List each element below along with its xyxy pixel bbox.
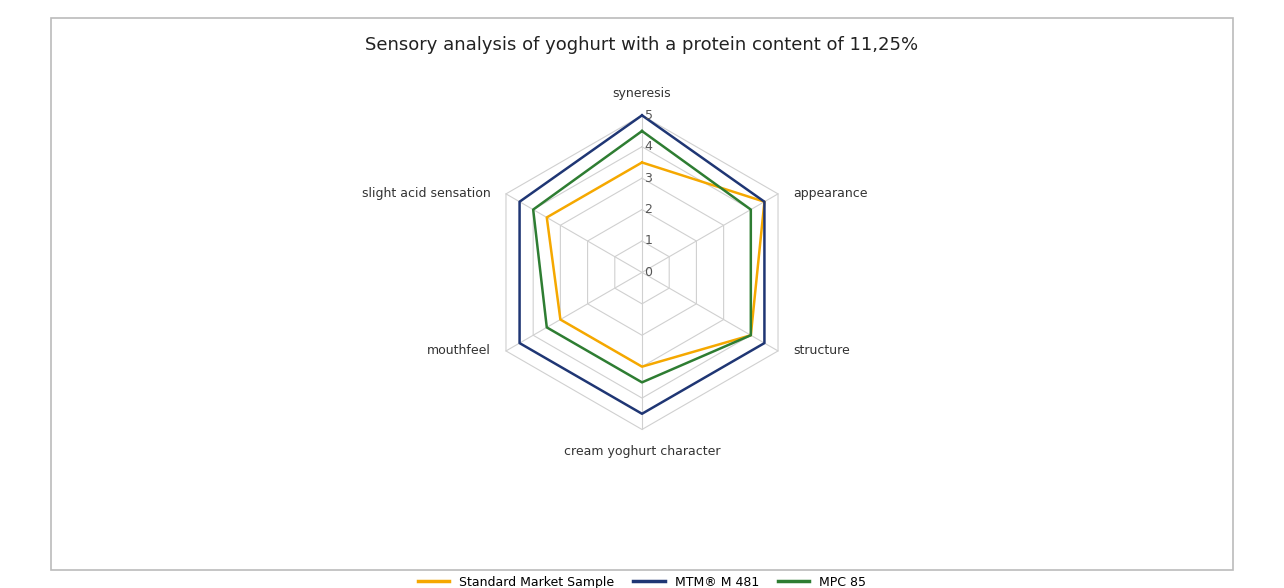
- Text: 1: 1: [645, 235, 652, 248]
- Text: 2: 2: [645, 203, 652, 216]
- Text: 5: 5: [645, 109, 652, 122]
- Text: syneresis: syneresis: [612, 86, 672, 99]
- Text: 4: 4: [645, 141, 652, 153]
- Text: structure: structure: [794, 345, 850, 358]
- Text: 0: 0: [645, 266, 652, 279]
- Text: mouthfeel: mouthfeel: [426, 345, 490, 358]
- Text: cream yoghurt character: cream yoghurt character: [564, 445, 720, 458]
- Text: appearance: appearance: [794, 188, 868, 201]
- Text: slight acid sensation: slight acid sensation: [362, 188, 490, 201]
- Text: 3: 3: [645, 172, 652, 185]
- FancyBboxPatch shape: [51, 18, 1233, 570]
- Legend: Standard Market Sample, MTM® M 481, MPC 85: Standard Market Sample, MTM® M 481, MPC …: [413, 571, 871, 588]
- Text: Sensory analysis of yoghurt with a protein content of 11,25%: Sensory analysis of yoghurt with a prote…: [366, 36, 918, 54]
